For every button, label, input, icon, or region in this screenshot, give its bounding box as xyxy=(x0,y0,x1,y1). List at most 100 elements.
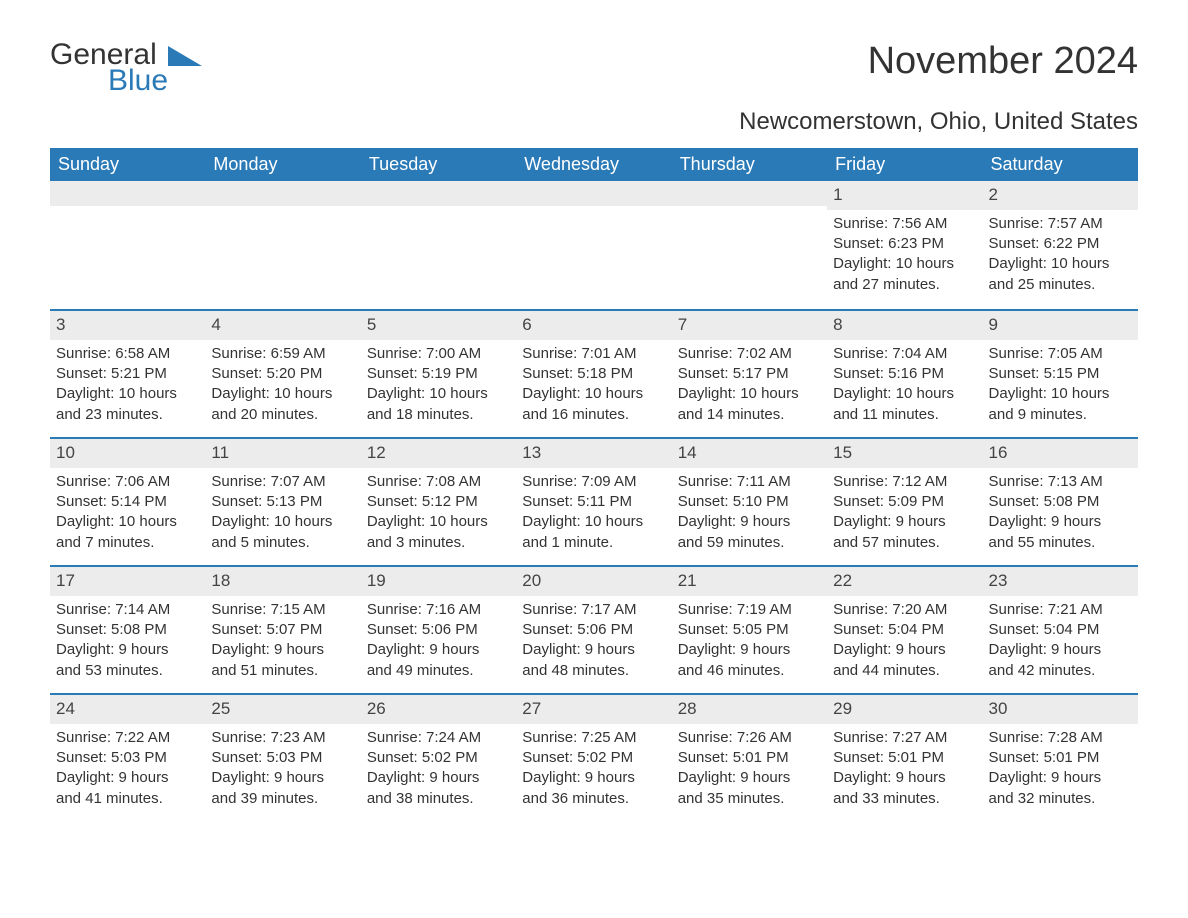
day-number: 27 xyxy=(516,695,671,724)
day-body: Sunrise: 7:19 AMSunset: 5:05 PMDaylight:… xyxy=(672,596,827,691)
day-info-line: Daylight: 10 hours xyxy=(367,512,510,532)
day-info-line: Sunset: 5:21 PM xyxy=(56,364,199,384)
day-info-line: Sunset: 5:03 PM xyxy=(56,748,199,768)
day-info-line: Daylight: 10 hours xyxy=(678,384,821,404)
day-number: 30 xyxy=(983,695,1138,724)
day-number: 24 xyxy=(50,695,205,724)
day-info-line: Sunrise: 7:09 AM xyxy=(522,472,665,492)
day-info-line: Sunrise: 7:17 AM xyxy=(522,600,665,620)
day-info-line: and 38 minutes. xyxy=(367,789,510,809)
day-body: Sunrise: 7:13 AMSunset: 5:08 PMDaylight:… xyxy=(983,468,1138,563)
day-info-line: and 25 minutes. xyxy=(989,275,1132,295)
day-info-line: and 32 minutes. xyxy=(989,789,1132,809)
day-cell: 29Sunrise: 7:27 AMSunset: 5:01 PMDayligh… xyxy=(827,695,982,821)
day-cell: 22Sunrise: 7:20 AMSunset: 5:04 PMDayligh… xyxy=(827,567,982,693)
day-info-line: Sunset: 5:04 PM xyxy=(989,620,1132,640)
day-cell: 25Sunrise: 7:23 AMSunset: 5:03 PMDayligh… xyxy=(205,695,360,821)
day-info-line: and 39 minutes. xyxy=(211,789,354,809)
day-info-line: Sunrise: 7:23 AM xyxy=(211,728,354,748)
day-info-line: Sunset: 5:02 PM xyxy=(367,748,510,768)
day-info-line: Daylight: 9 hours xyxy=(989,768,1132,788)
day-info-line: and 36 minutes. xyxy=(522,789,665,809)
day-body: Sunrise: 7:02 AMSunset: 5:17 PMDaylight:… xyxy=(672,340,827,435)
day-header: Wednesday xyxy=(516,148,671,181)
day-info-line: Daylight: 9 hours xyxy=(367,768,510,788)
day-info-line: and 18 minutes. xyxy=(367,405,510,425)
day-info-line: Daylight: 9 hours xyxy=(989,640,1132,660)
day-cell: 27Sunrise: 7:25 AMSunset: 5:02 PMDayligh… xyxy=(516,695,671,821)
title-block: November 2024 xyxy=(868,40,1138,83)
day-info-line: Sunrise: 7:19 AM xyxy=(678,600,821,620)
day-info-line: Sunrise: 7:21 AM xyxy=(989,600,1132,620)
day-number: 7 xyxy=(672,311,827,340)
day-body: Sunrise: 7:00 AMSunset: 5:19 PMDaylight:… xyxy=(361,340,516,435)
day-info-line: Sunset: 5:01 PM xyxy=(833,748,976,768)
day-number: 18 xyxy=(205,567,360,596)
day-info-line: Sunset: 5:01 PM xyxy=(989,748,1132,768)
day-number: 4 xyxy=(205,311,360,340)
day-cell: 6Sunrise: 7:01 AMSunset: 5:18 PMDaylight… xyxy=(516,311,671,437)
day-cell: 26Sunrise: 7:24 AMSunset: 5:02 PMDayligh… xyxy=(361,695,516,821)
day-cell xyxy=(50,181,205,309)
week-row: 1Sunrise: 7:56 AMSunset: 6:23 PMDaylight… xyxy=(50,181,1138,309)
day-info-line: Sunset: 5:01 PM xyxy=(678,748,821,768)
day-info-line: Sunset: 5:10 PM xyxy=(678,492,821,512)
day-info-line: and 49 minutes. xyxy=(367,661,510,681)
day-info-line: Daylight: 10 hours xyxy=(833,254,976,274)
day-info-line: Sunset: 5:12 PM xyxy=(367,492,510,512)
day-info-line: and 1 minute. xyxy=(522,533,665,553)
day-info-line: Sunset: 5:16 PM xyxy=(833,364,976,384)
day-cell: 3Sunrise: 6:58 AMSunset: 5:21 PMDaylight… xyxy=(50,311,205,437)
day-info-line: Sunset: 5:08 PM xyxy=(989,492,1132,512)
day-body: Sunrise: 7:12 AMSunset: 5:09 PMDaylight:… xyxy=(827,468,982,563)
day-info-line: Daylight: 9 hours xyxy=(56,768,199,788)
day-info-line: and 41 minutes. xyxy=(56,789,199,809)
day-body: Sunrise: 7:08 AMSunset: 5:12 PMDaylight:… xyxy=(361,468,516,563)
day-cell: 12Sunrise: 7:08 AMSunset: 5:12 PMDayligh… xyxy=(361,439,516,565)
day-info-line: and 3 minutes. xyxy=(367,533,510,553)
day-info-line: Sunrise: 7:07 AM xyxy=(211,472,354,492)
day-info-line: Sunset: 5:07 PM xyxy=(211,620,354,640)
day-info-line: and 14 minutes. xyxy=(678,405,821,425)
day-body: Sunrise: 7:15 AMSunset: 5:07 PMDaylight:… xyxy=(205,596,360,691)
day-info-line: Daylight: 10 hours xyxy=(989,384,1132,404)
day-info-line: Daylight: 9 hours xyxy=(211,640,354,660)
day-info-line: Sunrise: 7:05 AM xyxy=(989,344,1132,364)
day-header: Friday xyxy=(827,148,982,181)
day-info-line: Sunrise: 7:11 AM xyxy=(678,472,821,492)
day-info-line: Sunset: 5:13 PM xyxy=(211,492,354,512)
day-body: Sunrise: 7:04 AMSunset: 5:16 PMDaylight:… xyxy=(827,340,982,435)
day-info-line: and 51 minutes. xyxy=(211,661,354,681)
day-body: Sunrise: 7:07 AMSunset: 5:13 PMDaylight:… xyxy=(205,468,360,563)
day-info-line: Sunset: 5:19 PM xyxy=(367,364,510,384)
day-cell: 15Sunrise: 7:12 AMSunset: 5:09 PMDayligh… xyxy=(827,439,982,565)
day-info-line: Sunrise: 6:58 AM xyxy=(56,344,199,364)
day-info-line: Sunset: 5:04 PM xyxy=(833,620,976,640)
day-info-line: Sunset: 5:15 PM xyxy=(989,364,1132,384)
day-number: 22 xyxy=(827,567,982,596)
day-info-line: Daylight: 10 hours xyxy=(989,254,1132,274)
day-info-line: Daylight: 10 hours xyxy=(211,512,354,532)
day-body: Sunrise: 7:57 AMSunset: 6:22 PMDaylight:… xyxy=(983,210,1138,305)
day-cell: 16Sunrise: 7:13 AMSunset: 5:08 PMDayligh… xyxy=(983,439,1138,565)
day-body: Sunrise: 7:24 AMSunset: 5:02 PMDaylight:… xyxy=(361,724,516,819)
flag-icon xyxy=(168,46,202,75)
day-number: 8 xyxy=(827,311,982,340)
day-info-line: Daylight: 9 hours xyxy=(989,512,1132,532)
day-info-line: and 46 minutes. xyxy=(678,661,821,681)
day-number: 14 xyxy=(672,439,827,468)
day-info-line: and 35 minutes. xyxy=(678,789,821,809)
day-body: Sunrise: 7:26 AMSunset: 5:01 PMDaylight:… xyxy=(672,724,827,819)
day-info-line: Sunrise: 7:08 AM xyxy=(367,472,510,492)
day-cell: 4Sunrise: 6:59 AMSunset: 5:20 PMDaylight… xyxy=(205,311,360,437)
day-info-line: Daylight: 10 hours xyxy=(522,384,665,404)
day-body: Sunrise: 7:14 AMSunset: 5:08 PMDaylight:… xyxy=(50,596,205,691)
day-number: 12 xyxy=(361,439,516,468)
day-info-line: Sunset: 5:08 PM xyxy=(56,620,199,640)
day-number: 20 xyxy=(516,567,671,596)
day-info-line: Daylight: 9 hours xyxy=(522,640,665,660)
day-cell: 13Sunrise: 7:09 AMSunset: 5:11 PMDayligh… xyxy=(516,439,671,565)
day-cell: 8Sunrise: 7:04 AMSunset: 5:16 PMDaylight… xyxy=(827,311,982,437)
day-info-line: Sunrise: 7:12 AM xyxy=(833,472,976,492)
day-info-line: Sunrise: 7:27 AM xyxy=(833,728,976,748)
